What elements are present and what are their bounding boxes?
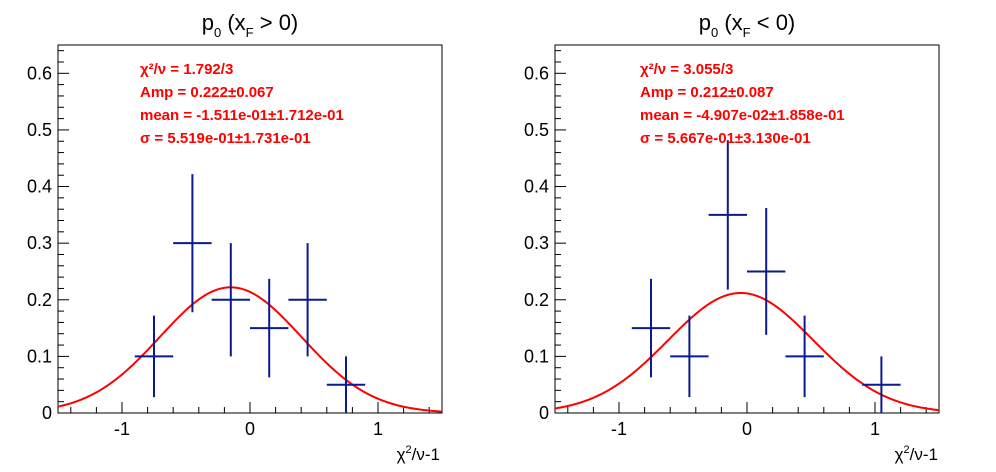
stat-sigma: σ = 5.519e-01±1.731e-01 [140,130,311,147]
fit-stats-box: χ²/ν = 3.055/3 Amp = 0.212±0.087 mean = … [640,61,845,147]
x-tick-labels: -1 0 1 [611,419,880,439]
fit-stats-box: χ²/ν = 1.792/3 Amp = 0.222±0.067 mean = … [140,61,344,147]
panel-title: p0 (xF > 0) [202,10,299,40]
y-tick-label: 0.1 [27,346,52,366]
x-tick-label: 1 [870,419,880,439]
axis-ticks [555,50,927,414]
data-point [250,278,289,378]
x-tick-label: 1 [373,419,383,439]
data-point [211,243,250,357]
data-point [326,356,366,413]
y-tick-label: 0.4 [27,177,52,197]
x-tick-label: -1 [611,419,627,439]
data-points [631,140,901,413]
y-tick-label: 0.5 [524,120,549,140]
stat-mean: mean = -1.511e-01±1.712e-01 [140,107,344,124]
data-point [631,278,671,378]
y-tick-label: 0.6 [27,63,52,83]
stat-mean: mean = -4.907e-02±1.858e-01 [640,107,845,124]
y-tick-label: 0 [539,403,549,423]
stat-chi2: χ²/ν = 1.792/3 [140,61,233,78]
stat-sigma: σ = 5.667e-01±3.130e-01 [640,130,811,147]
panel-xf-positive: p0 (xF > 0) 0 0.1 0.2 0.3 0.4 0.5 0.6 -1 0 1 χ²/… [27,10,443,464]
data-point [708,140,747,290]
y-tick-label: 0.3 [27,233,52,253]
y-tick-label: 0.5 [27,120,52,140]
y-tick-label: 0.6 [524,63,549,83]
x-tick-labels: -1 0 1 [114,419,383,439]
x-tick-label: 0 [742,419,752,439]
data-point [173,174,212,313]
x-tick-label: -1 [114,419,130,439]
y-tick-labels: 0 0.1 0.2 0.3 0.4 0.5 0.6 [524,63,549,423]
y-tick-label: 0.1 [524,346,549,366]
y-tick-label: 0 [42,403,52,423]
y-tick-label: 0.2 [524,290,549,310]
data-point [747,208,786,335]
stat-amp: Amp = 0.212±0.087 [640,84,774,101]
data-point [134,315,174,398]
data-point [670,315,709,398]
data-point [288,243,327,357]
data-points [134,174,366,413]
gaussian-fit-curve [57,286,443,413]
panel-title: p0 (xF < 0) [699,10,796,40]
y-tick-label: 0.4 [524,177,549,197]
data-point [862,356,901,413]
x-tick-label: 0 [245,419,255,439]
stat-amp: Amp = 0.222±0.067 [140,84,274,101]
y-tick-label: 0.2 [27,290,52,310]
gaussian-fit-curve [554,291,940,412]
x-axis-label: χ2/ν-1 [397,444,440,464]
stat-chi2: χ²/ν = 3.055/3 [640,61,733,78]
x-axis-label: χ2/ν-1 [895,444,938,464]
y-tick-label: 0.3 [524,233,549,253]
panel-xf-negative: p0 (xF < 0) 0 0.1 0.2 0.3 0.4 0.5 0.6 -1 0 1 χ²/… [524,10,940,464]
y-tick-labels: 0 0.1 0.2 0.3 0.4 0.5 0.6 [27,63,52,423]
data-point [785,315,824,398]
